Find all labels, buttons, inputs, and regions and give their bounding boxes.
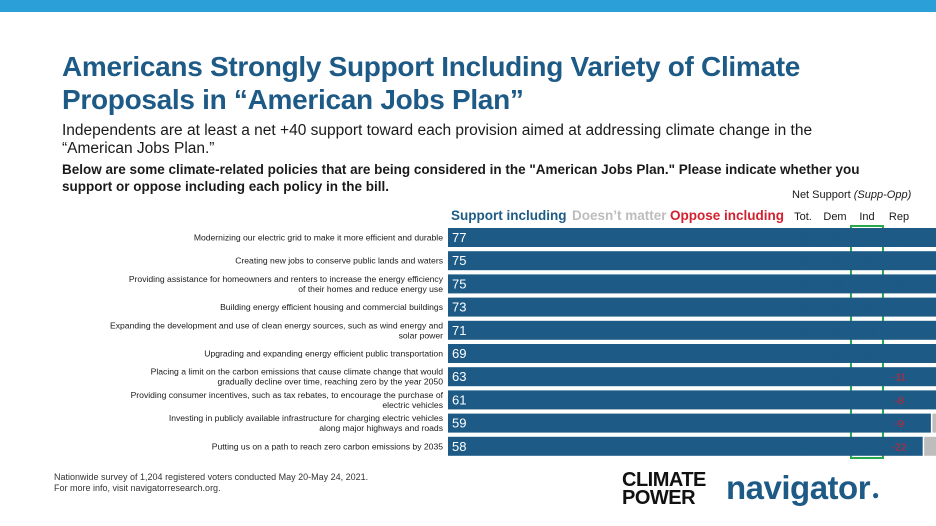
net-support-rep: +37 [890, 256, 908, 268]
bar-support [448, 344, 936, 363]
net-support-dem: +80 [826, 395, 844, 407]
bar-neutral [924, 436, 936, 456]
bar-value-label-support: 59 [452, 416, 466, 431]
legend-neutral: Doesn’t matter [572, 208, 667, 223]
bar-neutral [932, 413, 936, 433]
bar-support [448, 436, 923, 456]
net-support-tot: +55 [794, 325, 812, 337]
bar-value-label-support: 58 [452, 439, 466, 454]
bar-support [448, 390, 936, 410]
net-support-rep: -22 [891, 441, 906, 453]
net-support-sublabel: (Supp-Opp) [853, 189, 912, 201]
page-title: Americans Strongly Support Including Var… [62, 51, 801, 115]
col-header-dem: Dem [823, 211, 847, 223]
page-subtitle: Independents are at least a net +40 supp… [62, 122, 813, 157]
net-support-rep: +26 [890, 349, 908, 361]
bar-value-label-support: 61 [452, 392, 466, 407]
category-label: Creating new jobs to conserve public lan… [235, 256, 443, 266]
net-support-rep: -8 [894, 395, 903, 407]
bar-support [448, 228, 936, 247]
footnote-line2: For more info, visit navigatorresearch.o… [54, 483, 221, 493]
category-label: Modernizing our electric grid to make it… [194, 233, 443, 243]
net-support-tot: +39 [794, 395, 812, 407]
net-support-dem: +85 [826, 349, 844, 361]
net-support-tot: +65 [794, 256, 812, 268]
bar-value-label-support: 63 [452, 369, 466, 384]
category-label: Putting us on a path to reach zero carbo… [212, 441, 443, 451]
net-support-rep: -9 [894, 418, 903, 430]
bar-value-label-support: 73 [452, 300, 466, 315]
net-support-rep: +41 [890, 233, 908, 245]
bar-support [448, 297, 936, 317]
net-support-tot: +60 [794, 302, 812, 314]
net-support-ind: +51 [858, 372, 876, 384]
bar-support [448, 320, 936, 340]
bar-value-label-support: 71 [452, 323, 466, 338]
top-accent-bar [0, 0, 936, 12]
net-support-dem: +88 [826, 302, 844, 314]
climate-power-logo-line2: POWER [622, 487, 696, 509]
net-support-dem: +85 [826, 372, 844, 384]
col-header-tot: Tot. [794, 211, 812, 223]
net-support-rep: +14 [890, 325, 908, 337]
net-support-ind: +71 [858, 325, 876, 337]
net-support-header: Net Support (Supp-Opp) [792, 189, 911, 201]
net-support-ind: +63 [858, 302, 876, 314]
bar-value-label-support: 77 [452, 230, 466, 245]
bar-support [448, 413, 931, 433]
net-support-tot: +40 [794, 372, 812, 384]
bar-value-label-support: 69 [452, 346, 466, 361]
net-support-label: Net Support [792, 189, 851, 201]
net-support-tot: +34 [794, 441, 812, 453]
bar-value-label-support: 75 [452, 253, 466, 268]
net-support-dem: +88 [826, 325, 844, 337]
legend-oppose: Oppose including [670, 208, 784, 223]
category-label: Placing a limit on the carbon emissions … [151, 367, 444, 387]
ind-column-highlight [850, 225, 884, 459]
footnote: Nationwide survey of 1,204 registered vo… [54, 472, 368, 494]
net-support-rep: -11 [892, 372, 907, 384]
climate-power-logo: CLIMATE POWER [622, 469, 706, 509]
net-support-ind: +75 [858, 256, 876, 268]
net-support-dem: +90 [826, 256, 844, 268]
category-label: Expanding the development and use of cle… [110, 320, 443, 340]
navigator-logo: navigator [726, 469, 871, 506]
col-header-rep: Rep [888, 211, 910, 223]
net-support-tot: +68 [794, 233, 812, 245]
category-label: Investing in publicly available infrastr… [169, 413, 443, 433]
category-label: Building energy efficient housing and co… [220, 302, 443, 312]
net-support-rep: +27 [890, 302, 908, 314]
footnote-line1: Nationwide survey of 1,204 registered vo… [54, 472, 369, 482]
navigator-logo-mark: ● [872, 488, 880, 502]
col-header-ind: Ind [859, 211, 875, 223]
net-support-dem: +91 [826, 279, 844, 291]
net-support-ind: +41 [858, 395, 876, 407]
category-label: Providing assistance for homeowners and … [129, 274, 444, 294]
net-support-ind: +72 [858, 279, 876, 291]
net-support-dem: +83 [826, 441, 844, 453]
net-support-dem: +80 [826, 418, 844, 430]
net-support-dem: +90 [826, 233, 844, 245]
bar-support [448, 274, 936, 294]
category-label: Providing consumer incentives, such as t… [131, 390, 444, 410]
net-support-tot: +57 [794, 349, 812, 361]
net-support-tot: +62 [794, 279, 812, 291]
bar-support [448, 367, 936, 387]
net-support-ind: +60 [858, 349, 876, 361]
net-support-ind: +78 [858, 233, 876, 245]
bar-support [448, 251, 936, 271]
net-support-ind: +51 [858, 418, 876, 430]
net-support-rep: +29 [890, 279, 908, 291]
survey-question: Below are some climate-related policies … [62, 162, 860, 194]
category-label: Upgrading and expanding energy efficient… [204, 349, 443, 359]
climate-power-logo-line1: CLIMATE [622, 469, 706, 491]
bar-value-label-support: 75 [452, 276, 466, 291]
net-support-tot: +39 [794, 418, 812, 430]
legend-support: Support including [451, 208, 567, 223]
net-support-ind: +50 [858, 441, 876, 453]
